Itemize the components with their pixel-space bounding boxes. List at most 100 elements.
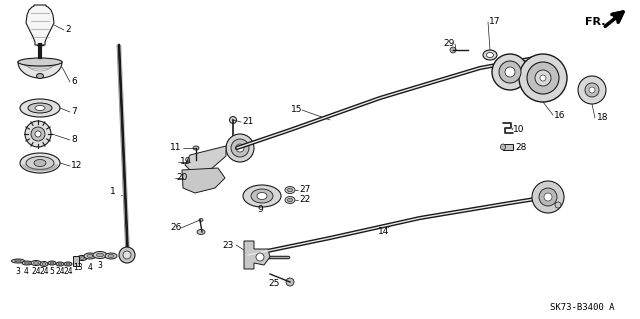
Text: 3: 3 (97, 261, 102, 270)
Ellipse shape (50, 262, 54, 264)
Ellipse shape (251, 189, 273, 203)
Ellipse shape (79, 257, 84, 259)
Text: 28: 28 (515, 144, 526, 152)
Ellipse shape (36, 73, 44, 78)
Ellipse shape (77, 256, 87, 261)
Text: 19: 19 (180, 158, 191, 167)
Ellipse shape (31, 261, 41, 265)
Ellipse shape (24, 262, 29, 264)
Ellipse shape (87, 255, 93, 257)
Ellipse shape (28, 103, 52, 113)
Ellipse shape (66, 263, 70, 265)
Text: 13: 13 (73, 263, 83, 272)
Text: 9: 9 (257, 205, 263, 214)
Text: 18: 18 (597, 114, 609, 122)
Circle shape (585, 83, 599, 97)
Ellipse shape (287, 188, 292, 192)
Circle shape (578, 76, 606, 104)
Circle shape (25, 121, 51, 147)
Text: 3: 3 (15, 268, 20, 277)
Ellipse shape (35, 106, 45, 110)
Text: 29: 29 (443, 40, 454, 48)
Polygon shape (182, 168, 225, 193)
Ellipse shape (64, 262, 72, 266)
Text: 27: 27 (299, 186, 310, 195)
Text: 4: 4 (88, 263, 93, 272)
Ellipse shape (97, 253, 104, 257)
Circle shape (231, 139, 249, 157)
Text: 24: 24 (40, 268, 50, 277)
Text: 17: 17 (489, 18, 500, 26)
Ellipse shape (199, 219, 203, 221)
Text: 16: 16 (554, 110, 566, 120)
Ellipse shape (18, 58, 62, 66)
Ellipse shape (486, 53, 493, 57)
Circle shape (286, 278, 294, 286)
Text: 20: 20 (176, 174, 188, 182)
Ellipse shape (257, 192, 267, 199)
Circle shape (201, 179, 209, 187)
Circle shape (31, 127, 45, 141)
Circle shape (589, 87, 595, 93)
Circle shape (492, 54, 528, 90)
Polygon shape (185, 146, 226, 173)
Text: 23: 23 (223, 241, 234, 249)
Bar (503, 144, 513, 150)
Ellipse shape (40, 262, 48, 266)
Ellipse shape (285, 197, 295, 204)
Circle shape (499, 61, 521, 83)
Circle shape (535, 70, 551, 86)
Circle shape (527, 62, 559, 94)
Circle shape (35, 131, 41, 137)
Ellipse shape (93, 251, 107, 258)
Text: 14: 14 (378, 227, 389, 236)
Ellipse shape (197, 229, 205, 234)
Ellipse shape (26, 157, 54, 169)
Circle shape (544, 193, 552, 201)
Text: 1: 1 (110, 188, 116, 197)
Ellipse shape (12, 259, 24, 263)
Circle shape (119, 247, 135, 263)
Circle shape (540, 75, 546, 81)
Text: 24: 24 (32, 268, 42, 277)
Circle shape (450, 47, 456, 53)
Ellipse shape (22, 261, 32, 265)
Polygon shape (244, 241, 270, 269)
Text: SK73-B3400 A: SK73-B3400 A (550, 303, 614, 313)
Text: 4: 4 (24, 268, 29, 277)
Ellipse shape (285, 187, 295, 194)
Text: 24: 24 (63, 268, 72, 277)
Ellipse shape (84, 253, 96, 259)
Text: 21: 21 (242, 117, 253, 127)
Text: 25: 25 (268, 278, 280, 287)
Polygon shape (18, 62, 62, 78)
Text: 15: 15 (291, 106, 303, 115)
Text: 26: 26 (170, 224, 181, 233)
Circle shape (505, 67, 515, 77)
Circle shape (236, 144, 244, 152)
Text: 5: 5 (49, 268, 54, 277)
Ellipse shape (500, 144, 506, 150)
Circle shape (230, 116, 237, 123)
Ellipse shape (34, 160, 46, 167)
Ellipse shape (20, 99, 60, 117)
Text: 6: 6 (71, 78, 77, 86)
Ellipse shape (48, 261, 56, 265)
Ellipse shape (105, 253, 117, 259)
Text: 10: 10 (513, 125, 525, 135)
Ellipse shape (193, 146, 199, 150)
Ellipse shape (33, 262, 38, 264)
Text: 22: 22 (299, 196, 310, 204)
Text: 12: 12 (71, 161, 83, 170)
Circle shape (226, 134, 254, 162)
Ellipse shape (108, 255, 114, 257)
Text: FR.: FR. (585, 17, 605, 27)
Circle shape (123, 251, 131, 259)
Circle shape (256, 253, 264, 261)
Text: 7: 7 (71, 108, 77, 116)
Ellipse shape (42, 263, 46, 265)
Ellipse shape (243, 185, 281, 207)
Circle shape (519, 54, 567, 102)
Ellipse shape (20, 153, 60, 173)
Text: 11: 11 (170, 144, 182, 152)
